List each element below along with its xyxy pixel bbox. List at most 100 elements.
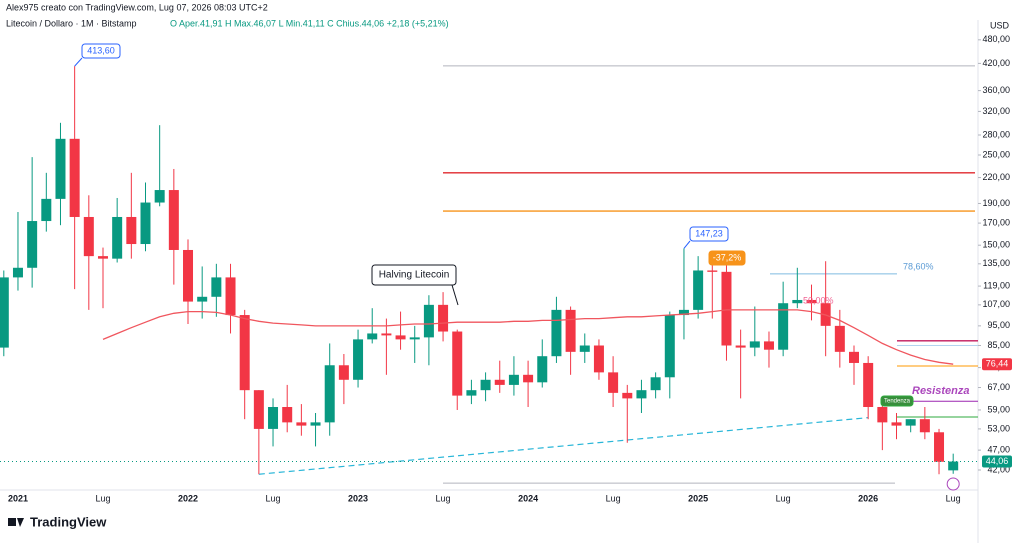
y-tick-label: 360,00 [982, 85, 1010, 95]
y-tick-label: 95,00 [987, 320, 1010, 330]
logo-text: TradingView [30, 514, 107, 529]
candle-body [27, 221, 38, 268]
callout-label: 147,23 [695, 228, 723, 238]
price-tag-label: 44,06 [986, 456, 1009, 466]
candle-body [919, 419, 930, 433]
candle-body [849, 351, 859, 363]
candle-body [523, 374, 534, 383]
candle-body [423, 304, 434, 338]
x-tick-label: 2022 [178, 493, 198, 503]
ma-line [102, 309, 954, 365]
resistance-label: Resistenza [912, 385, 969, 397]
callout-box [880, 395, 914, 407]
callout-label: -37,2% [713, 252, 742, 262]
candle-body [296, 422, 307, 426]
candle-body [0, 277, 9, 348]
callout-label: Halving Litecoin [379, 270, 450, 281]
candle-body [834, 325, 845, 352]
candle-body [636, 390, 647, 399]
candle-body [650, 377, 661, 391]
callout-box [81, 43, 121, 59]
candle-body [438, 304, 449, 332]
y-tick-label: 107,00 [982, 299, 1010, 309]
y-tick-label: 42,00 [987, 464, 1010, 474]
y-tick-label: 47,00 [987, 445, 1010, 455]
candle-body [126, 216, 137, 245]
candle-body [466, 390, 477, 396]
logo: TradingView [8, 514, 107, 529]
candle-body [41, 198, 52, 222]
candle-body [905, 419, 916, 426]
y-tick-label: 135,00 [982, 258, 1010, 268]
x-tick-label: Lug [436, 493, 451, 503]
x-tick-label: 2024 [518, 493, 538, 503]
candle-body [395, 335, 406, 340]
candle-body [565, 309, 576, 352]
candle-body [367, 333, 378, 340]
candle-body [480, 379, 491, 391]
y-tick-label: 59,00 [987, 404, 1010, 414]
y-tick-label: 85,00 [987, 340, 1010, 350]
candle-body [778, 303, 789, 350]
callout-pointer [451, 284, 459, 306]
y-tick-label: 280,00 [982, 129, 1010, 139]
candle-body [877, 407, 888, 423]
callout-box [689, 226, 729, 242]
price-tag-label: 76,44 [986, 359, 1009, 369]
candle-body [934, 432, 945, 462]
callout-box [371, 264, 457, 286]
candle-body [579, 345, 590, 352]
fib-label: 78,60% [903, 261, 934, 271]
candle-body [863, 362, 874, 408]
candle-body [168, 190, 179, 250]
candle-body [12, 267, 23, 278]
candle-body [353, 339, 364, 380]
candle-body [69, 138, 80, 217]
callout-pointer [683, 240, 691, 249]
x-tick-label: 2021 [8, 493, 28, 503]
x-tick-label: Lug [946, 493, 961, 503]
candle-body [338, 365, 349, 380]
candle-body [183, 249, 194, 302]
x-tick-label: Lug [776, 493, 791, 503]
candle-body [225, 277, 236, 316]
y-tick-label: 250,00 [982, 149, 1010, 159]
candle-body [83, 216, 94, 257]
candle-body [381, 333, 392, 336]
x-tick-label: Lug [266, 493, 281, 503]
candle-body [693, 270, 704, 310]
candle-body [253, 390, 264, 429]
candle-body [140, 202, 151, 245]
candle-body [551, 309, 562, 357]
x-tick-label: Lug [606, 493, 621, 503]
candle-body [211, 277, 222, 297]
candle-body [806, 299, 817, 304]
candle-body [310, 422, 321, 426]
symbol: Litecoin / Dollaro · 1M · Bitstamp [6, 18, 137, 28]
trendline [258, 417, 869, 475]
candle-body [735, 345, 746, 348]
price-tag [982, 455, 1012, 468]
y-tick-label: 420,00 [982, 58, 1010, 68]
y-tick-label: 320,00 [982, 106, 1010, 116]
candle-body [891, 422, 902, 426]
candle-body [664, 315, 675, 378]
candle-body [494, 379, 505, 385]
event-icon [946, 477, 960, 491]
candle-body [763, 341, 774, 350]
y-tick-label: 220,00 [982, 172, 1010, 182]
y-tick-label: 150,00 [982, 240, 1010, 250]
candle-body [948, 461, 959, 471]
currency: USD [990, 20, 1010, 30]
candle-body [749, 341, 760, 348]
y-tick-label: 53,00 [987, 423, 1010, 433]
candle-body [622, 392, 633, 399]
price-tag [982, 358, 1012, 371]
callout-label: Tendenza [884, 399, 911, 405]
callout-pointer [74, 57, 83, 67]
candle-body [608, 372, 619, 393]
callout-box [708, 250, 746, 266]
x-tick-label: 2023 [348, 493, 368, 503]
ohlc: O Aper.41,91 H Max.46,07 L Min.41,11 C C… [170, 18, 449, 28]
